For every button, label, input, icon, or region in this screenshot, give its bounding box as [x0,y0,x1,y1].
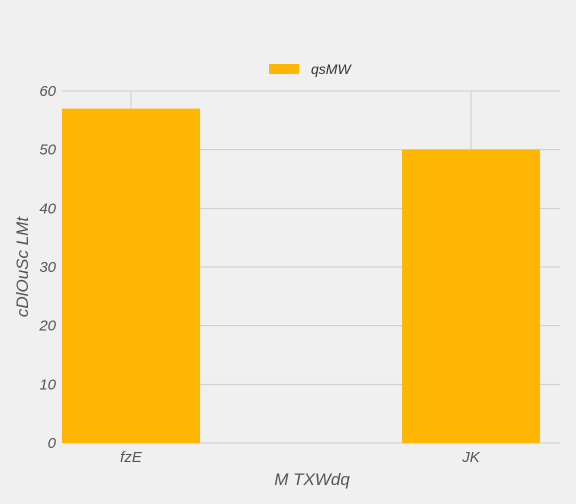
bar-JK [402,149,540,443]
x-axis-title: M TXWdq [274,470,350,489]
x-axis-ticks: fzE JK [120,449,481,466]
y-tick-label: 0 [48,435,57,452]
x-tick-label: JK [461,449,481,466]
bar-fzE [62,108,200,443]
y-tick-label: 60 [39,83,56,100]
y-axis-ticks: 0 10 20 30 40 50 60 [38,83,56,452]
y-tick-label: 10 [39,376,56,393]
legend: qsMW [269,61,352,77]
y-tick-label: 20 [38,318,56,335]
y-tick-label: 30 [39,259,56,276]
bars [62,108,540,443]
x-tick-label: fzE [120,449,143,466]
legend-label: qsMW [311,61,352,77]
y-tick-label: 40 [39,200,56,217]
y-tick-label: 50 [39,142,56,159]
legend-swatch [269,64,299,74]
y-axis-title: cDlOuSc LMt [13,216,32,317]
